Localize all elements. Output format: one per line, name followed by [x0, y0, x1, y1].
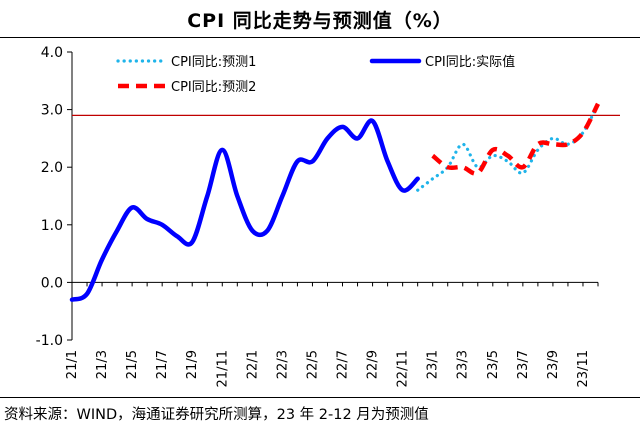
y-tick-label: 3.0	[41, 103, 63, 119]
x-tick-label: 21/1	[65, 350, 80, 379]
x-tick-label: 21/5	[125, 350, 140, 379]
legend-label-forecast-2: CPI同比:预测2	[171, 80, 256, 95]
x-tick-label: 22/7	[336, 350, 351, 379]
x-tick-label: 23/5	[486, 350, 501, 379]
y-tick-label: -1.0	[36, 333, 63, 349]
x-tick-label: 21/9	[185, 350, 200, 379]
series-line-forecast-1	[416, 102, 600, 192]
x-tick-label: 21/3	[95, 350, 110, 379]
x-tick-label: 22/9	[366, 350, 381, 379]
x-tick-label: 23/7	[516, 350, 531, 379]
line-chart: 4.0 3.0 2.0 1.0 0.0 -1.021/1 21/3 21/5 21/7 21/9 2…	[36, 45, 620, 387]
y-tick-label: 2.0	[41, 160, 63, 176]
legend-label-forecast-1: CPI同比:预测1	[171, 55, 256, 70]
title-divider	[0, 37, 640, 38]
source-note: 资料来源：WIND，海通证券研究所测算，23 年 2-12 月为预测值	[4, 407, 429, 423]
y-tick-label: 4.0	[41, 45, 63, 61]
series-line-actual	[69, 118, 420, 302]
x-tick-label: 23/11	[576, 350, 591, 387]
series-line-forecast-2	[431, 102, 601, 176]
x-tick-label: 22/3	[275, 350, 290, 379]
legend-label-actual: CPI同比:实际值	[425, 54, 515, 70]
x-tick-label: 21/11	[215, 350, 230, 387]
x-tick-label: 23/1	[426, 350, 441, 379]
x-tick-label: 23/9	[546, 350, 561, 379]
x-tick-label: 23/3	[456, 350, 471, 379]
x-tick-label: 22/1	[245, 350, 260, 379]
x-tick-label: 21/7	[155, 350, 170, 379]
chart-title: CPI 同比走势与预测值（%）	[187, 10, 453, 32]
y-tick-label: 0.0	[41, 275, 63, 291]
y-tick-label: 1.0	[41, 218, 63, 234]
x-tick-label: 22/5	[305, 350, 320, 379]
x-tick-label: 22/11	[396, 350, 411, 387]
footer-divider	[0, 397, 640, 398]
